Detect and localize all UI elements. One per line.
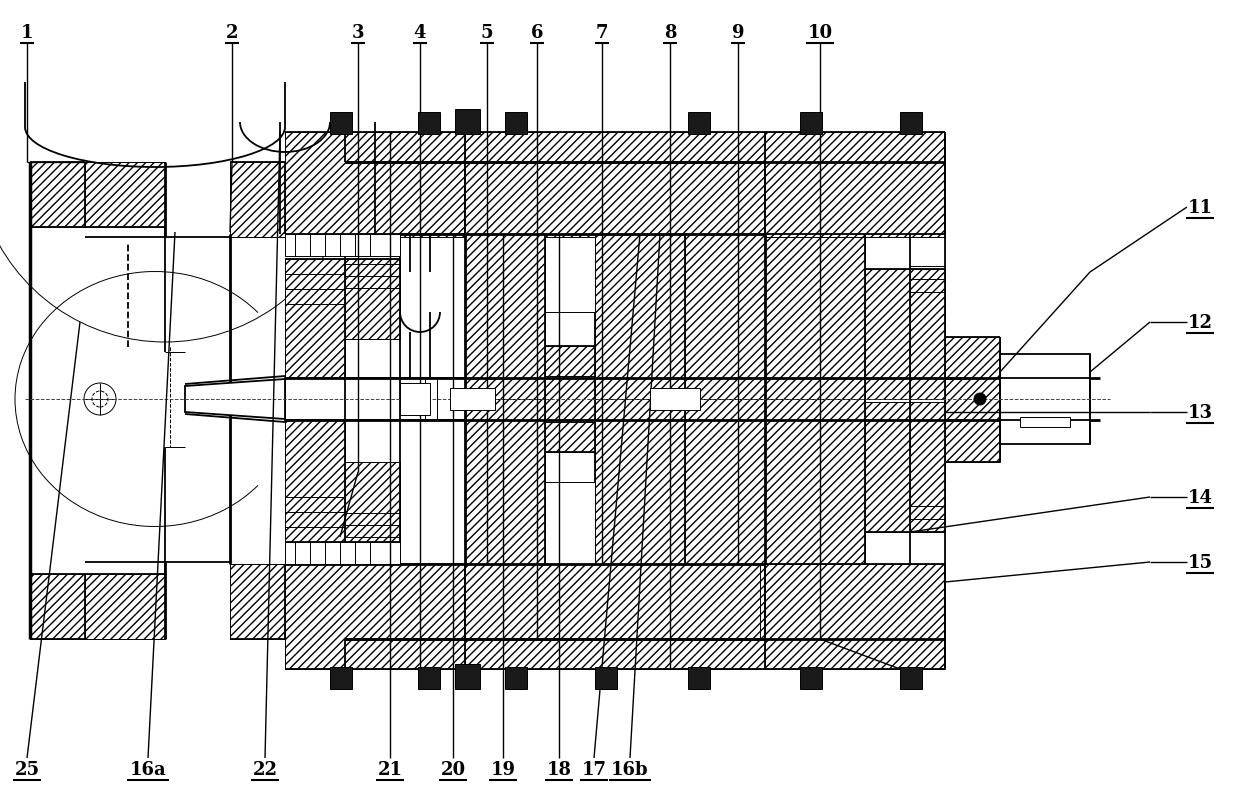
Bar <box>285 565 465 669</box>
Bar <box>330 113 352 135</box>
Text: 16a: 16a <box>130 760 166 778</box>
Bar <box>285 403 345 542</box>
Bar <box>910 403 945 533</box>
Polygon shape <box>185 379 285 419</box>
Bar <box>650 388 701 411</box>
Bar <box>546 346 595 452</box>
Bar <box>465 399 546 565</box>
Bar <box>285 542 401 565</box>
Text: 11: 11 <box>1188 199 1213 217</box>
Text: 10: 10 <box>807 24 832 42</box>
Text: 8: 8 <box>663 24 676 42</box>
Text: 22: 22 <box>253 760 278 778</box>
Text: 14: 14 <box>1188 488 1213 506</box>
Bar <box>505 667 527 689</box>
Text: 13: 13 <box>1188 403 1213 422</box>
Bar <box>945 338 999 463</box>
Bar <box>800 667 822 689</box>
Bar <box>465 565 765 669</box>
Bar <box>595 235 684 399</box>
Bar <box>86 163 165 228</box>
Bar <box>330 667 352 689</box>
Bar <box>688 667 711 689</box>
Bar <box>418 113 440 135</box>
Bar <box>505 113 527 135</box>
Text: 2: 2 <box>226 24 238 42</box>
Text: 17: 17 <box>582 760 606 778</box>
Text: 12: 12 <box>1188 314 1213 331</box>
Bar <box>900 667 923 689</box>
Bar <box>285 379 965 420</box>
Bar <box>688 113 711 135</box>
Bar <box>465 133 765 237</box>
Bar <box>30 574 86 639</box>
Bar <box>595 667 618 689</box>
Text: 25: 25 <box>15 760 40 778</box>
Text: 4: 4 <box>414 24 427 42</box>
Bar <box>760 565 765 639</box>
Bar <box>86 574 165 639</box>
Circle shape <box>84 383 117 415</box>
Text: 16b: 16b <box>611 760 649 778</box>
Bar <box>900 113 923 135</box>
Text: 20: 20 <box>440 760 465 778</box>
Circle shape <box>92 391 108 407</box>
Text: 5: 5 <box>481 24 494 42</box>
Bar <box>455 110 480 135</box>
Text: 15: 15 <box>1188 553 1213 571</box>
Bar <box>450 388 495 411</box>
Bar <box>285 235 401 257</box>
Bar <box>285 133 465 237</box>
Text: 7: 7 <box>595 24 609 42</box>
Bar <box>866 269 910 399</box>
Bar <box>684 399 765 565</box>
Bar <box>765 235 866 399</box>
Bar <box>1021 418 1070 427</box>
Text: 19: 19 <box>491 760 516 778</box>
Bar <box>910 269 945 399</box>
Bar <box>345 260 401 339</box>
Bar <box>465 235 546 399</box>
Bar <box>595 399 684 565</box>
Bar <box>765 565 945 669</box>
Bar <box>401 383 430 415</box>
Bar <box>455 664 480 689</box>
Bar <box>999 354 1090 444</box>
Bar <box>765 133 945 237</box>
Text: 1: 1 <box>21 24 33 42</box>
Text: 6: 6 <box>531 24 543 42</box>
Text: 3: 3 <box>352 24 365 42</box>
Text: 21: 21 <box>377 760 403 778</box>
Bar <box>684 235 765 399</box>
Bar <box>418 667 440 689</box>
Text: 18: 18 <box>547 760 572 778</box>
Bar <box>345 463 401 542</box>
Bar <box>866 403 910 533</box>
Bar <box>229 565 285 639</box>
Bar <box>800 113 822 135</box>
Bar <box>30 163 86 228</box>
Circle shape <box>973 394 986 406</box>
Text: 9: 9 <box>732 24 744 42</box>
Bar <box>285 260 345 399</box>
Bar <box>765 399 866 565</box>
Bar <box>229 163 285 237</box>
